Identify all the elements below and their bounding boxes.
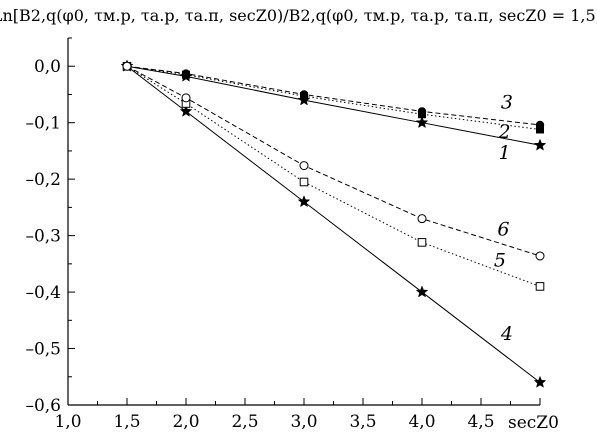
data-point-2 [536, 125, 544, 134]
x-ticks: 1,0 1,5 2,0 2,5 3,0 3,5 4,0 4,5 [54, 398, 541, 432]
data-point-6 [181, 93, 191, 103]
markers-group [120, 59, 547, 388]
data-point-6 [417, 214, 427, 224]
series-label-6: 6 [497, 219, 509, 241]
curve-labels: 12 3 4 5 6 [494, 92, 513, 345]
data-point-3 [181, 69, 191, 78]
x-tick-label: 4,5 [467, 412, 494, 432]
y-tick-label: –0,2 [25, 170, 61, 190]
series-label-2: 2 [498, 121, 511, 143]
data-point-3 [299, 90, 309, 99]
x-tick-label: 4,0 [408, 412, 435, 432]
series-label-5: 5 [494, 250, 506, 272]
chart-title: Ln[B2,q(φ0, τм.р, τа.р, τа.п, secZ0)/B2,… [0, 6, 597, 25]
data-point-5 [535, 282, 545, 291]
y-tick-label: –0,1 [25, 114, 61, 134]
data-point-6 [535, 251, 545, 261]
series-label-3: 3 [501, 92, 513, 114]
x-tick-label: 1,5 [113, 412, 140, 432]
x-axis-label-text: secZ0 [508, 413, 559, 432]
data-point-6 [299, 161, 309, 171]
data-point-1 [533, 138, 547, 151]
series-label-1: 1 [499, 142, 511, 164]
data-point-4 [297, 195, 311, 208]
data-point-6 [122, 61, 132, 71]
data-point-5 [299, 177, 309, 187]
series-label-4: 4 [500, 323, 513, 345]
y-ticks: 0,0 –0,1 –0,2 –0,3 –0,4 –0,5 –0,6 [25, 37, 75, 416]
y-tick-label: –0,6 [25, 396, 61, 416]
y-tick-label: –0,5 [25, 340, 61, 360]
data-point-4 [415, 285, 429, 298]
data-point-3 [535, 120, 545, 130]
x-axis-label: secZ0 [508, 413, 559, 432]
data-point-3 [417, 107, 427, 116]
data-point-4 [179, 104, 193, 117]
data-point-4 [533, 375, 547, 388]
y-tick-label: –0,4 [25, 283, 61, 303]
y-tick-label: –0,3 [25, 227, 61, 247]
chart-title-text: Ln[B2,q(φ0, τм.р, τа.р, τа.п, secZ0)/B2,… [0, 6, 597, 25]
x-tick-label: 2,0 [172, 412, 199, 432]
x-tick-label: 3,0 [290, 412, 317, 432]
x-tick-label: 3,5 [349, 412, 376, 432]
y-tick-label: 0,0 [34, 57, 61, 77]
x-tick-label: 2,5 [231, 412, 258, 432]
data-point-1 [415, 116, 429, 129]
data-point-5 [417, 238, 427, 247]
x-tick-label: 1,0 [54, 412, 81, 432]
